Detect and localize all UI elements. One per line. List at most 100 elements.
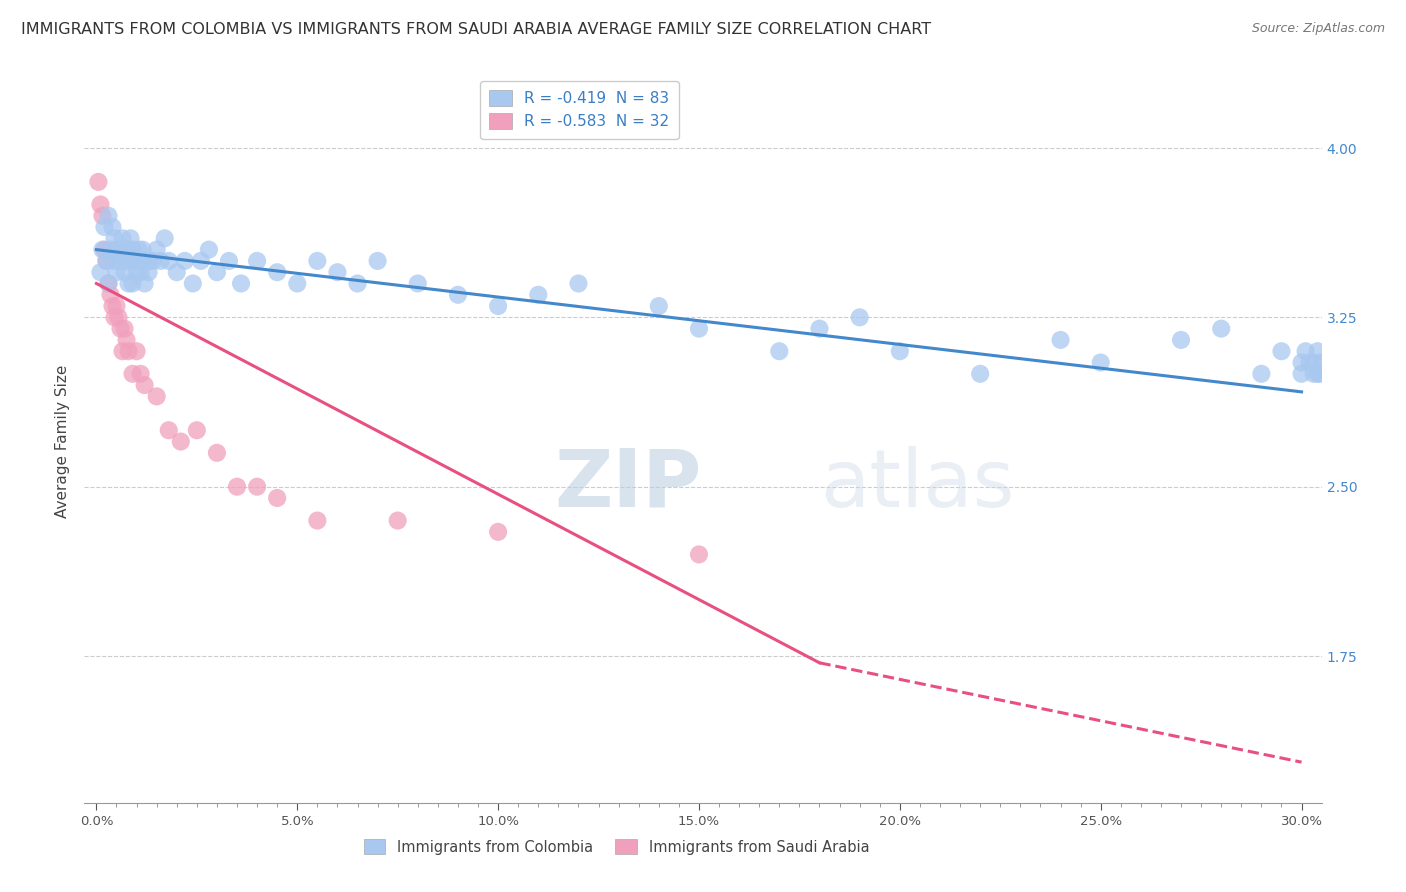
Point (125, 344, 148, 359)
Point (1250, 367, 1272, 381)
Point (96, 253, 118, 268)
Point (173, 253, 195, 268)
Point (285, 277, 308, 291)
Point (969, 367, 991, 381)
Point (648, 299, 671, 313)
Point (567, 277, 589, 291)
Point (198, 243, 221, 257)
Point (218, 253, 240, 268)
Point (101, 299, 124, 313)
Point (808, 321, 831, 335)
Point (889, 344, 911, 359)
Point (229, 277, 252, 291)
Point (114, 265, 136, 279)
Point (110, 321, 132, 335)
Point (89, 265, 111, 279)
Text: IMMIGRANTS FROM COLOMBIA VS IMMIGRANTS FROM SAUDI ARABIA AVERAGE FAMILY SIZE COR: IMMIGRANTS FROM COLOMBIA VS IMMIGRANTS F… (21, 22, 931, 37)
Point (1310, 355, 1333, 369)
Point (157, 423, 180, 437)
Point (170, 434, 193, 449)
Point (149, 253, 172, 268)
Point (1049, 333, 1071, 347)
Point (114, 253, 136, 268)
Point (145, 389, 167, 403)
Point (1170, 333, 1192, 347)
Point (181, 277, 204, 291)
Point (125, 253, 148, 268)
Point (101, 253, 124, 268)
Point (91, 243, 114, 257)
Point (101, 220, 124, 235)
Text: ZIP: ZIP (554, 446, 702, 524)
Point (387, 514, 409, 528)
Point (107, 310, 129, 325)
Point (246, 480, 269, 494)
Point (100, 243, 122, 257)
Point (205, 446, 228, 460)
Point (145, 243, 167, 257)
Point (1291, 355, 1313, 369)
Point (153, 231, 176, 245)
Point (129, 265, 152, 279)
Point (103, 310, 125, 325)
Point (486, 299, 509, 313)
Point (226, 480, 249, 494)
Point (367, 253, 389, 268)
Point (406, 277, 429, 291)
Point (142, 253, 165, 268)
Point (129, 253, 152, 268)
Point (138, 253, 160, 268)
Point (110, 253, 132, 268)
Point (115, 333, 138, 347)
Point (1211, 321, 1233, 335)
Legend: Immigrants from Colombia, Immigrants from Saudi Arabia: Immigrants from Colombia, Immigrants fro… (357, 833, 875, 861)
Text: Source: ZipAtlas.com: Source: ZipAtlas.com (1251, 22, 1385, 36)
Point (134, 277, 156, 291)
Point (134, 253, 156, 268)
Point (1291, 367, 1313, 381)
Point (307, 514, 329, 528)
Point (87, 175, 110, 189)
Point (205, 265, 228, 279)
Point (1306, 344, 1329, 359)
Point (105, 299, 128, 313)
Point (1302, 367, 1324, 381)
Point (326, 265, 349, 279)
Point (134, 378, 156, 392)
Point (89, 197, 111, 211)
Point (111, 344, 134, 359)
Point (105, 265, 128, 279)
Point (125, 265, 148, 279)
Point (1298, 355, 1320, 369)
Point (115, 243, 138, 257)
Point (121, 243, 143, 257)
Point (120, 231, 142, 245)
Point (166, 265, 188, 279)
Point (768, 344, 790, 359)
Point (688, 321, 710, 335)
Point (848, 310, 870, 325)
Point (447, 287, 470, 301)
Point (128, 243, 150, 257)
Point (346, 277, 368, 291)
Point (107, 253, 129, 268)
Point (688, 548, 710, 562)
Point (111, 231, 134, 245)
Point (97, 209, 120, 223)
Point (246, 253, 269, 268)
Point (186, 423, 208, 437)
Point (117, 253, 139, 268)
Text: atlas: atlas (821, 446, 1015, 524)
Point (190, 253, 212, 268)
Point (1270, 344, 1292, 359)
Point (157, 253, 180, 268)
Point (91, 209, 114, 223)
Y-axis label: Average Family Size: Average Family Size (55, 365, 70, 518)
Point (117, 277, 139, 291)
Point (96, 253, 118, 268)
Point (266, 265, 288, 279)
Point (527, 287, 550, 301)
Point (307, 253, 329, 268)
Point (114, 321, 136, 335)
Point (266, 491, 288, 505)
